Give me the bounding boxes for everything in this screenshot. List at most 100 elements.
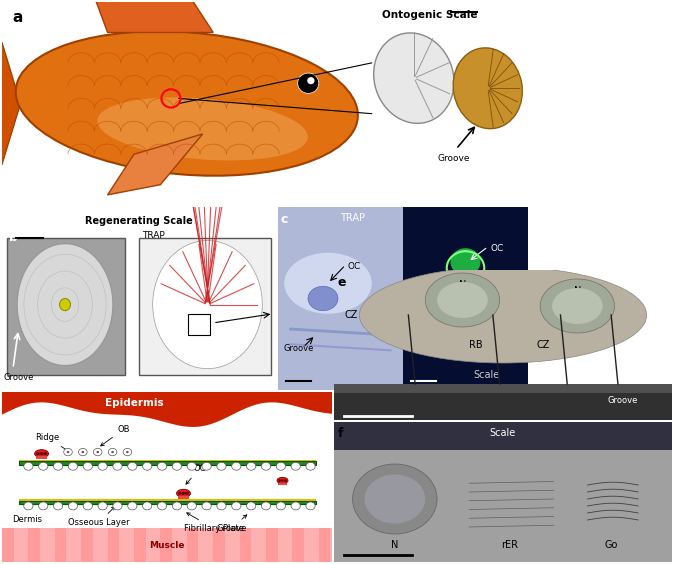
Bar [7, 237, 125, 374]
Text: Osseous Layer: Osseous Layer [68, 506, 129, 527]
Circle shape [291, 502, 301, 510]
Ellipse shape [277, 477, 288, 484]
Ellipse shape [353, 464, 437, 534]
Polygon shape [2, 392, 332, 427]
Circle shape [113, 462, 122, 470]
Text: N: N [574, 286, 581, 296]
Ellipse shape [359, 267, 646, 363]
Polygon shape [81, 0, 213, 33]
Bar [2, 528, 13, 562]
Ellipse shape [453, 48, 522, 129]
Text: Muscle: Muscle [149, 540, 185, 549]
Circle shape [96, 451, 99, 453]
Circle shape [79, 448, 87, 456]
Circle shape [284, 479, 287, 482]
Text: CZ: CZ [537, 340, 550, 350]
Circle shape [158, 502, 166, 510]
Bar [188, 314, 210, 335]
Text: b: b [9, 231, 18, 244]
Bar [334, 422, 672, 450]
Circle shape [247, 462, 255, 470]
Circle shape [67, 451, 69, 453]
Circle shape [247, 502, 255, 510]
Circle shape [111, 451, 114, 453]
Text: Groove: Groove [283, 344, 313, 353]
Circle shape [98, 462, 107, 470]
Circle shape [187, 502, 196, 510]
Ellipse shape [499, 300, 507, 309]
Circle shape [43, 452, 47, 455]
Ellipse shape [424, 325, 432, 333]
Ellipse shape [98, 97, 308, 161]
Circle shape [185, 492, 189, 495]
Circle shape [64, 448, 72, 456]
Ellipse shape [552, 288, 603, 324]
Circle shape [262, 462, 271, 470]
Circle shape [98, 502, 107, 510]
Text: Groove: Groove [216, 515, 247, 533]
Circle shape [306, 462, 315, 470]
Circle shape [143, 502, 152, 510]
Bar [178, 496, 189, 499]
Circle shape [298, 73, 319, 94]
Circle shape [109, 448, 117, 456]
Circle shape [126, 451, 129, 453]
Circle shape [281, 479, 284, 482]
Circle shape [291, 462, 301, 470]
Ellipse shape [284, 253, 372, 314]
Ellipse shape [425, 273, 499, 327]
Circle shape [68, 502, 78, 510]
Ellipse shape [540, 279, 615, 333]
Text: e: e [338, 276, 346, 289]
Ellipse shape [308, 287, 338, 311]
Ellipse shape [492, 331, 499, 339]
Circle shape [262, 502, 271, 510]
Bar [334, 447, 672, 562]
Text: TRAP: TRAP [340, 213, 365, 223]
Bar [293, 528, 304, 562]
Ellipse shape [153, 241, 262, 369]
Circle shape [128, 502, 137, 510]
Text: Go: Go [605, 540, 618, 549]
Circle shape [38, 502, 48, 510]
Ellipse shape [373, 33, 454, 124]
Bar [334, 384, 672, 393]
Circle shape [38, 462, 48, 470]
Text: Dermis: Dermis [12, 515, 42, 524]
Bar [213, 528, 224, 562]
Polygon shape [108, 134, 203, 195]
Circle shape [94, 448, 102, 456]
Circle shape [187, 462, 196, 470]
Bar [278, 483, 287, 485]
Polygon shape [0, 28, 20, 179]
Bar [18, 499, 315, 501]
Circle shape [306, 502, 315, 510]
Text: Regenerating Scale: Regenerating Scale [85, 216, 193, 226]
Text: Groove: Groove [3, 373, 34, 382]
Circle shape [53, 462, 63, 470]
Text: Scale: Scale [490, 428, 516, 438]
Text: Groove: Groove [608, 396, 638, 405]
Text: d: d [3, 396, 14, 411]
Text: OC: OC [491, 244, 503, 253]
Circle shape [276, 462, 286, 470]
Circle shape [24, 502, 33, 510]
Bar [2, 528, 332, 562]
Text: Ridge: Ridge [35, 433, 71, 453]
Circle shape [24, 462, 33, 470]
Ellipse shape [425, 272, 446, 294]
Bar [134, 528, 146, 562]
Bar [334, 390, 672, 420]
Circle shape [276, 502, 286, 510]
Text: a: a [13, 10, 23, 25]
Ellipse shape [437, 282, 488, 318]
Text: OC: OC [186, 464, 206, 484]
Circle shape [40, 452, 43, 455]
Ellipse shape [365, 474, 425, 523]
Ellipse shape [177, 490, 191, 497]
Text: Scale: Scale [473, 370, 499, 380]
Circle shape [68, 462, 78, 470]
Circle shape [158, 462, 166, 470]
Text: Groove: Groove [437, 154, 470, 163]
Circle shape [217, 462, 226, 470]
